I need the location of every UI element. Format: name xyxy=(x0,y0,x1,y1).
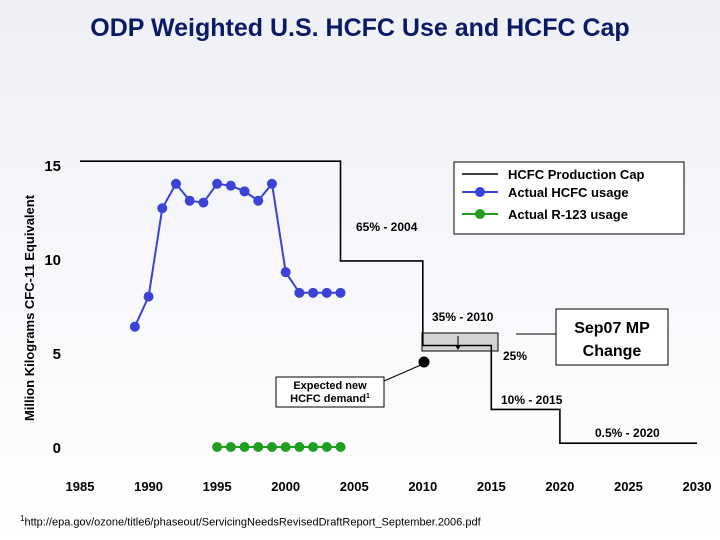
legend-cap-label: HCFC Production Cap xyxy=(508,167,645,182)
series-hcfc-point xyxy=(129,321,140,332)
plot-series xyxy=(80,160,697,452)
annotation-65pct: 65% - 2004 xyxy=(356,220,418,234)
series-hcfc-point xyxy=(157,203,168,214)
series-hcfc-point xyxy=(253,195,264,206)
x-tick-label: 1990 xyxy=(134,479,163,494)
annotation-25pct: 25% xyxy=(503,349,527,363)
series-r123-point xyxy=(294,442,305,452)
sep07-line2: Change xyxy=(583,343,642,360)
series-hcfc-point xyxy=(335,287,346,298)
x-tick-label: 2010 xyxy=(408,479,437,494)
demand-marker xyxy=(418,356,430,368)
x-axis-ticks: 1985 1990 1995 2000 2005 2010 2015 2020 2025 2030 xyxy=(66,479,712,494)
legend-r123-label: Actual R-123 usage xyxy=(508,207,628,222)
series-r123-point xyxy=(280,442,291,452)
series-r123-point xyxy=(308,442,319,452)
y-tick-label: 5 xyxy=(53,346,61,363)
x-tick-label: 1995 xyxy=(203,479,232,494)
legend-hcfc-label: Actual HCFC usage xyxy=(508,185,629,200)
reduction-box xyxy=(421,332,499,352)
legend: HCFC Production Cap Actual HCFC usage Ac… xyxy=(453,161,685,235)
series-hcfc-point xyxy=(225,180,236,191)
series-hcfc-point xyxy=(143,291,154,302)
series-hcfc-point xyxy=(239,186,250,197)
sep07-box xyxy=(555,308,669,366)
series-r123-point xyxy=(212,442,223,452)
series-hcfc-point xyxy=(184,195,195,206)
legend-r123-marker xyxy=(475,209,485,219)
series-hcfc-line xyxy=(133,181,341,328)
annotation-35pct: 35% - 2010 xyxy=(432,310,494,324)
series-hcfc-point xyxy=(308,287,319,298)
series-r123-point xyxy=(253,442,264,452)
demand-label-superscript: 1 xyxy=(366,393,370,400)
series-hcfc-point xyxy=(170,178,181,189)
y-axis-label: Million Kilograms CFC-11 Equivalent xyxy=(22,194,37,421)
x-tick-label: 2005 xyxy=(340,479,369,494)
x-tick-label: 2025 xyxy=(614,479,643,494)
series-cap-line xyxy=(80,160,697,445)
legend-hcfc-marker xyxy=(475,187,485,197)
sep07-line1: Sep07 MP xyxy=(574,320,650,337)
demand-label-line2: HCFC demand1 xyxy=(290,393,370,405)
series-r123-point xyxy=(266,442,277,452)
series-hcfc-point xyxy=(294,287,305,298)
footnote-text: http://epa.gov/ozone/title6/phaseout/Ser… xyxy=(24,516,481,529)
footnote-marker: 1 xyxy=(20,514,25,523)
x-tick-label: 2020 xyxy=(545,479,574,494)
series-hcfc-point xyxy=(280,267,291,278)
series-hcfc-point xyxy=(266,178,277,189)
y-tick-label: 15 xyxy=(44,158,61,175)
chart-title: ODP Weighted U.S. HCFC Use and HCFC Cap xyxy=(90,14,630,42)
series-r123-point xyxy=(321,442,332,452)
demand-label-line1: Expected new xyxy=(293,380,367,392)
y-tick-label: 10 xyxy=(44,252,61,269)
footnote: 1http://epa.gov/ozone/title6/phaseout/Se… xyxy=(20,514,481,529)
annotation-10pct: 10% - 2015 xyxy=(501,393,563,407)
x-tick-label: 2000 xyxy=(271,479,300,494)
series-hcfc-point xyxy=(212,178,223,189)
x-tick-label: 1985 xyxy=(66,479,95,494)
series-r123-point xyxy=(225,442,236,452)
y-tick-label: 0 xyxy=(53,440,61,457)
demand-box xyxy=(275,376,385,408)
x-tick-label: 2015 xyxy=(477,479,506,494)
x-tick-label: 2030 xyxy=(683,479,712,494)
series-hcfc-point xyxy=(198,197,209,208)
demand-label-text: HCFC demand xyxy=(290,393,366,405)
series-r123-point xyxy=(335,442,346,452)
y-axis-ticks: 0 5 10 15 xyxy=(44,158,61,457)
series-r123-point xyxy=(239,442,250,452)
annotation-05pct: 0.5% - 2020 xyxy=(595,426,660,440)
demand-leader xyxy=(383,363,424,382)
series-hcfc-point xyxy=(321,287,332,298)
